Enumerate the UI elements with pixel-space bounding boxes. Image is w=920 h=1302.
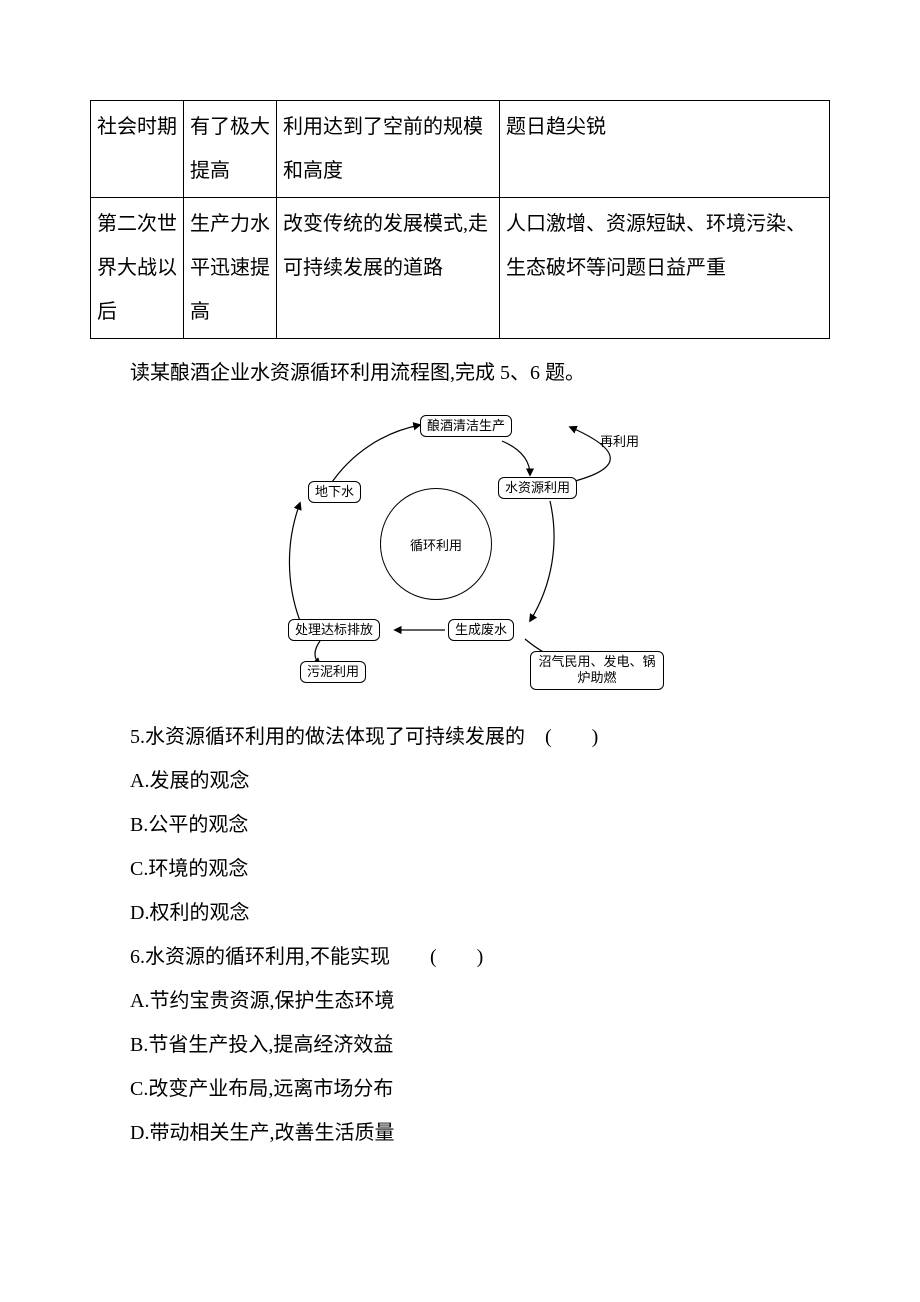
table-row: 第二次世界大战以后 生产力水平迅速提高 改变传统的发展模式,走可持续发展的道路 …	[91, 198, 830, 339]
cell: 生产力水平迅速提高	[184, 198, 277, 339]
q5-option-b: B.公平的观念	[90, 803, 830, 847]
node-biogas: 沼气民用、发电、锅炉助燃	[530, 651, 664, 690]
node-waste-water: 生成废水	[448, 619, 514, 641]
cell: 题日趋尖锐	[500, 101, 830, 198]
q5-option-d: D.权利的观念	[90, 891, 830, 935]
cell: 人口激增、资源短缺、环境污染、生态破坏等问题日益严重	[500, 198, 830, 339]
node-groundwater: 地下水	[308, 481, 361, 503]
context-table: 社会时期 有了极大提高 利用达到了空前的规模和高度 题日趋尖锐 第二次世界大战以…	[90, 100, 830, 339]
cell: 利用达到了空前的规模和高度	[277, 101, 500, 198]
figure-intro-text: 读某酿酒企业水资源循环利用流程图,完成 5、6 题。	[90, 353, 830, 393]
q6-option-b: B.节省生产投入,提高经济效益	[90, 1023, 830, 1067]
q5-option-c: C.环境的观念	[90, 847, 830, 891]
label-reuse: 再利用	[600, 431, 639, 450]
node-water-use: 水资源利用	[498, 477, 577, 499]
cell: 改变传统的发展模式,走可持续发展的道路	[277, 198, 500, 339]
q6-option-a: A.节约宝贵资源,保护生态环境	[90, 979, 830, 1023]
table-row: 社会时期 有了极大提高 利用达到了空前的规模和高度 题日趋尖锐	[91, 101, 830, 198]
cell: 有了极大提高	[184, 101, 277, 198]
q5-option-a: A.发展的观念	[90, 759, 830, 803]
cell: 社会时期	[91, 101, 184, 198]
node-discharge: 处理达标排放	[288, 619, 380, 641]
cell: 第二次世界大战以后	[91, 198, 184, 339]
q6-stem: 6.水资源的循环利用,不能实现 ( )	[90, 935, 830, 979]
flow-diagram: 循环利用 酿酒清洁生产 水资源利用 生成废水 沼气民用、发电、锅炉助燃 处理达标…	[230, 403, 690, 703]
q6-option-d: D.带动相关生产,改善生活质量	[90, 1111, 830, 1155]
node-production: 酿酒清洁生产	[420, 415, 512, 437]
node-sludge: 污泥利用	[300, 661, 366, 683]
center-circle-label: 循环利用	[380, 488, 492, 600]
q5-stem: 5.水资源循环利用的做法体现了可持续发展的 ( )	[90, 715, 830, 759]
q6-option-c: C.改变产业布局,远离市场分布	[90, 1067, 830, 1111]
